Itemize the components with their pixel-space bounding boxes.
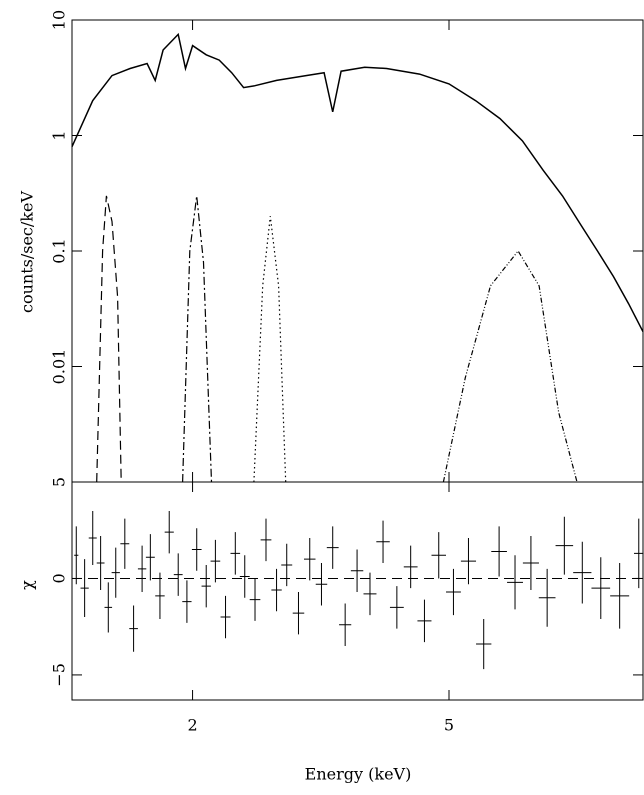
residual [507, 555, 523, 610]
residual [164, 510, 174, 554]
residual [74, 526, 79, 585]
residual [350, 549, 364, 592]
residual [111, 547, 120, 598]
residual [446, 568, 461, 616]
residual [460, 537, 477, 585]
residual [522, 536, 539, 591]
residual [633, 518, 644, 589]
y-tick-label: −5 [50, 663, 69, 687]
residual [201, 564, 211, 608]
residual [376, 520, 390, 564]
residual [249, 578, 261, 621]
y-tick-label: 0.1 [50, 238, 69, 263]
residual [610, 563, 630, 629]
series-line [253, 216, 287, 483]
residual [220, 595, 231, 639]
residual [573, 541, 592, 604]
residual [417, 599, 432, 643]
series-line [96, 195, 122, 483]
residual [260, 518, 272, 562]
x-axis-label: Energy (keV) [305, 765, 412, 784]
residual [271, 568, 282, 612]
plot-frame [71, 481, 644, 701]
residual [304, 537, 316, 581]
residual [230, 532, 241, 575]
residual [476, 618, 492, 670]
residual [431, 532, 446, 579]
residual [145, 534, 155, 581]
residual [88, 510, 97, 565]
residual [292, 591, 305, 635]
residual [363, 572, 377, 616]
residual [129, 605, 138, 652]
x-tick-label: 5 [444, 716, 454, 735]
residual [173, 553, 183, 596]
residual [538, 568, 556, 627]
y-tick-label: 5 [50, 477, 69, 487]
x-tick-label: 2 [187, 716, 197, 735]
residual [96, 536, 105, 591]
residual [137, 545, 147, 592]
residual [281, 543, 293, 587]
y-tick-label: 1 [50, 130, 69, 140]
residual [339, 603, 352, 646]
residual [210, 539, 221, 583]
y-axis-label: χ [18, 580, 37, 590]
residual [155, 572, 165, 619]
series-line [442, 249, 578, 483]
residual [80, 559, 89, 618]
residual [120, 518, 130, 569]
plot-frame [71, 19, 644, 483]
residual [315, 563, 328, 606]
residual [191, 528, 202, 571]
residual [389, 586, 404, 629]
y-tick-label: 10 [50, 10, 69, 30]
residual [326, 526, 339, 569]
residual [591, 557, 611, 619]
residual [491, 526, 507, 577]
residual [239, 555, 250, 598]
series-line [71, 32, 644, 333]
series-line [182, 195, 213, 483]
residual [555, 516, 574, 575]
y-tick-label: 0.01 [50, 349, 69, 385]
residual [104, 582, 113, 633]
residual [403, 545, 418, 589]
residual [182, 580, 192, 623]
y-axis-label: counts/sec/keV [18, 191, 37, 313]
y-tick-label: 0 [50, 573, 69, 583]
